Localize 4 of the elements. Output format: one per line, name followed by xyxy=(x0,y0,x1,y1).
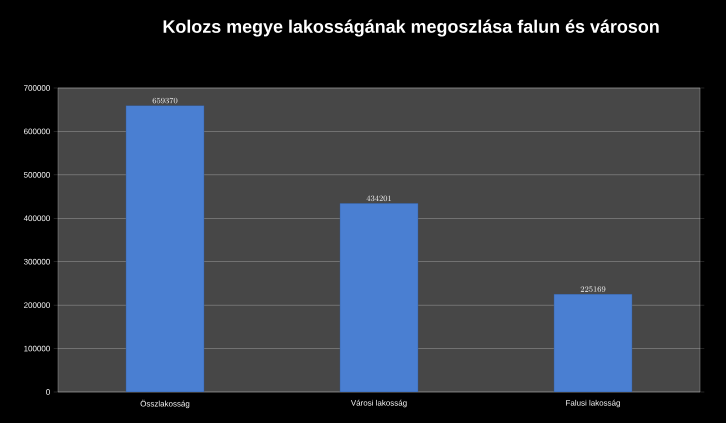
bar xyxy=(340,203,418,392)
bar xyxy=(126,105,204,392)
bar xyxy=(554,294,632,392)
chart-title: Kolozs megye lakosságának megoszlása falun és városon xyxy=(164,20,659,36)
